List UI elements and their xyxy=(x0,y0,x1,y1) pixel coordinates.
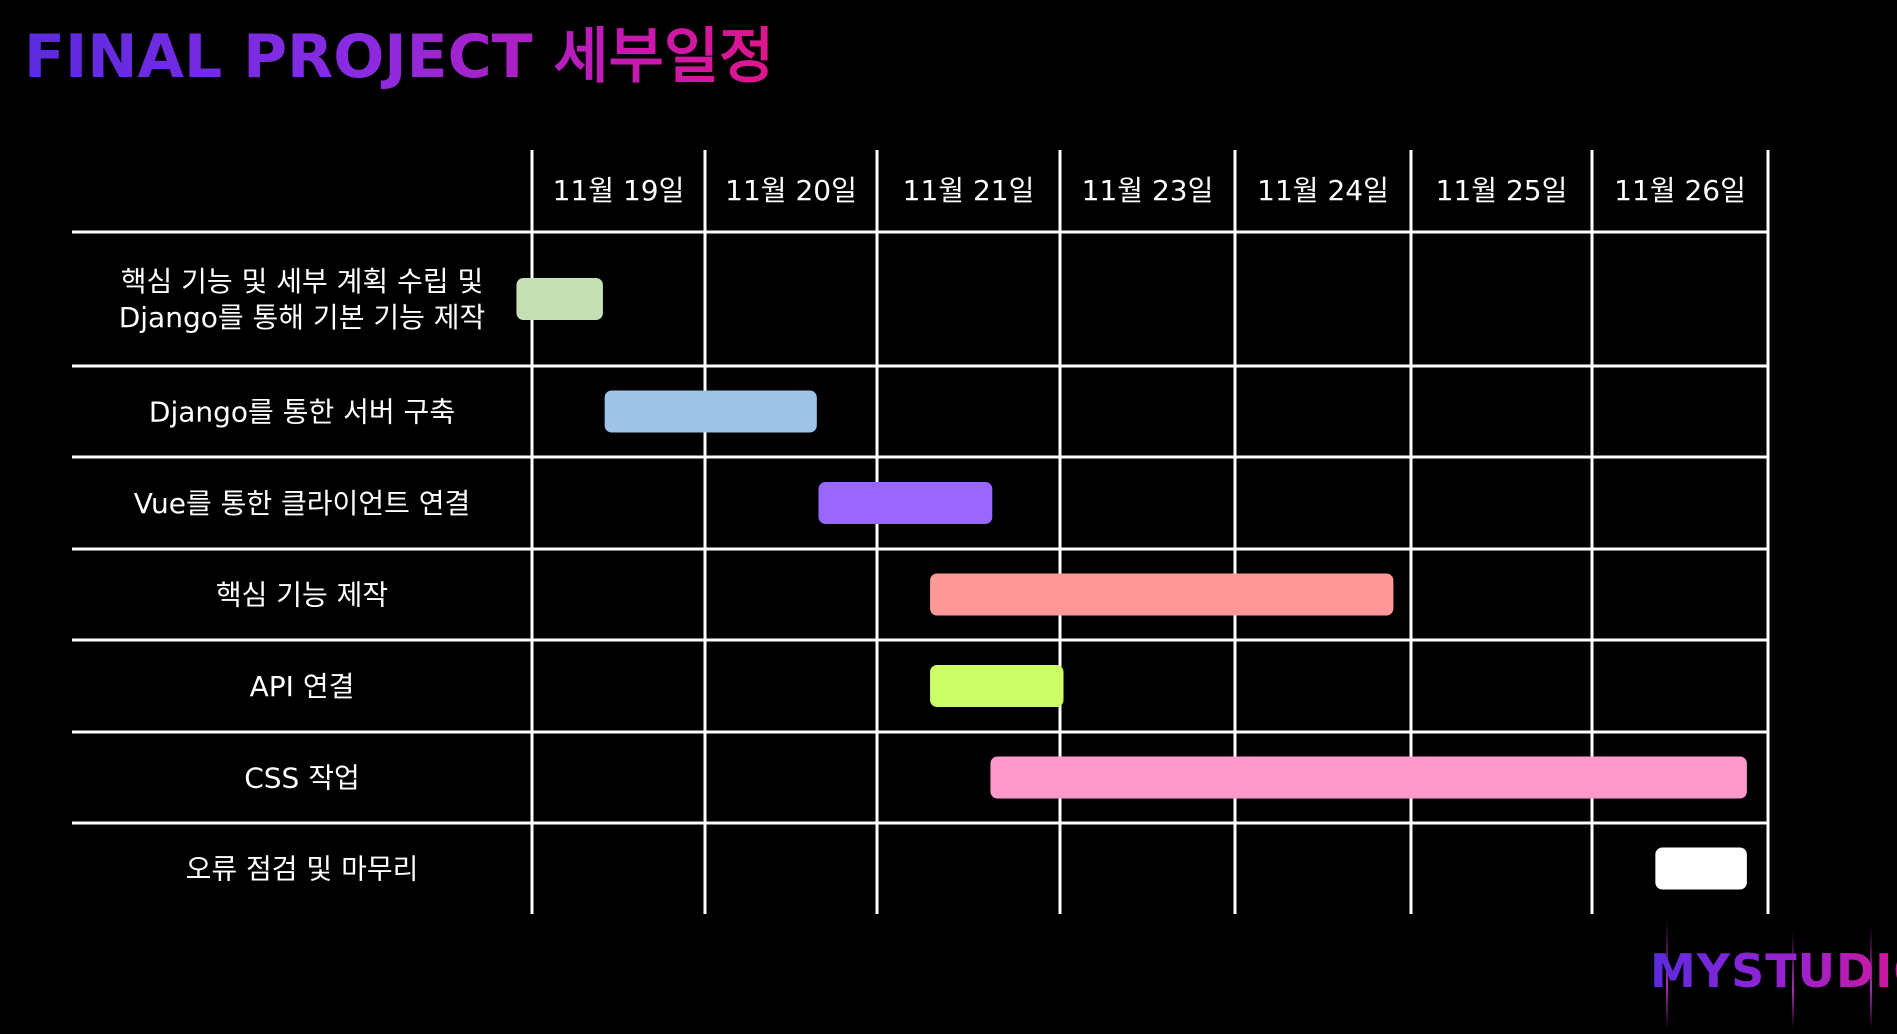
date-header-label: 11월 26일 xyxy=(1614,174,1746,207)
task-label: API 연결 xyxy=(250,670,355,703)
task-bar xyxy=(604,390,817,433)
task-bar xyxy=(990,756,1747,799)
page-title: FINAL PROJECT 세부일정 xyxy=(24,12,774,102)
task-label: 핵심 기능 제작 xyxy=(216,579,388,612)
mystudio-logo: MYSTUDIO xyxy=(1650,945,1897,997)
logo-decoration-line xyxy=(1666,920,1668,1030)
task-bar xyxy=(818,482,993,524)
task-bar xyxy=(930,665,1064,707)
task-bar xyxy=(930,573,1394,616)
task-bars xyxy=(516,278,1747,890)
date-header: 11월 19일 11월 20일 11월 21일 11월 23일 11월 24일 11월 2… xyxy=(553,174,1746,207)
date-header-label: 11월 21일 xyxy=(903,174,1035,207)
task-labels: 핵심 기능 및 세부 계획 수립 및 Django를 통해 기본 기능 제작 Dja… xyxy=(119,265,486,886)
task-label: 오류 점검 및 마무리 xyxy=(186,853,419,886)
date-header-label: 11월 25일 xyxy=(1436,174,1568,207)
date-header-label: 11월 20일 xyxy=(725,174,857,207)
task-label: Django를 통한 서버 구축 xyxy=(149,396,455,429)
task-label: CSS 작업 xyxy=(244,762,360,795)
task-label: Vue를 통한 클라이언트 연결 xyxy=(134,487,471,520)
logo-decoration-line xyxy=(1792,930,1794,1030)
task-bar xyxy=(1655,847,1747,890)
task-label: 핵심 기능 및 세부 계획 수립 및 Django를 통해 기본 기능 제작 xyxy=(119,265,486,334)
logo-decoration-line xyxy=(1870,925,1872,1030)
date-header-label: 11월 19일 xyxy=(553,174,685,207)
task-bar xyxy=(516,278,603,320)
date-header-label: 11월 24일 xyxy=(1257,174,1389,207)
date-header-label: 11월 23일 xyxy=(1082,174,1214,207)
gantt-grid xyxy=(72,150,1770,914)
